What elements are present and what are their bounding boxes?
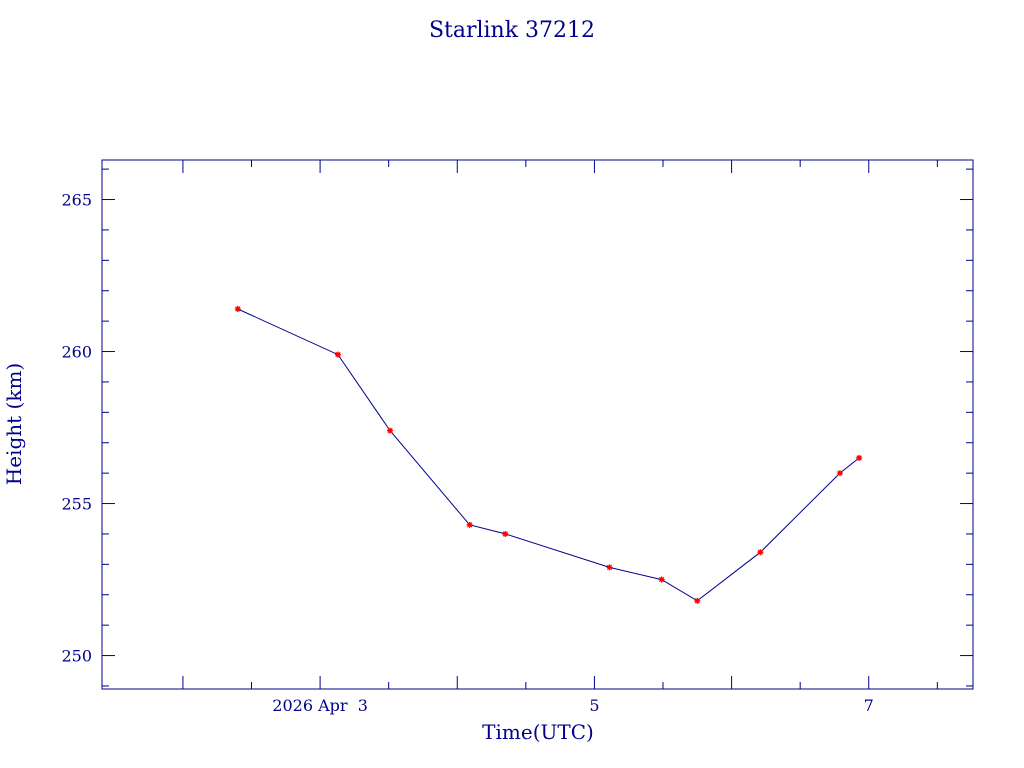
data-point — [856, 454, 863, 461]
series-line — [237, 308, 860, 602]
y-tick-label: 255 — [61, 495, 92, 514]
y-tick-label: 260 — [61, 343, 92, 362]
data-point — [658, 576, 665, 583]
data-point — [387, 427, 394, 434]
y-axis-label: Height (km) — [2, 363, 26, 485]
data-point — [836, 470, 843, 477]
x-tick-label: 2026 Apr 3 — [272, 696, 368, 715]
axis-ticks — [102, 160, 973, 689]
y-tick-label: 265 — [61, 191, 92, 210]
series-line-group — [237, 308, 860, 602]
x-tick-label: 5 — [589, 696, 599, 715]
chart-title: Starlink 37212 — [429, 18, 595, 43]
y-tick-labels: 250 255 260 265 — [61, 191, 92, 666]
data-point — [694, 597, 701, 604]
data-point — [234, 305, 241, 312]
x-axis-label: Time(UTC) — [482, 720, 594, 744]
data-points — [234, 305, 863, 604]
data-point — [606, 564, 613, 571]
plot-frame — [101, 159, 974, 690]
x-tick-labels: 2026 Apr 3 5 7 — [272, 696, 874, 715]
data-point — [502, 530, 509, 537]
data-point — [757, 549, 764, 556]
y-tick-label: 250 — [61, 647, 92, 666]
x-tick-label: 7 — [864, 696, 874, 715]
data-point — [466, 521, 473, 528]
data-point — [334, 351, 341, 358]
